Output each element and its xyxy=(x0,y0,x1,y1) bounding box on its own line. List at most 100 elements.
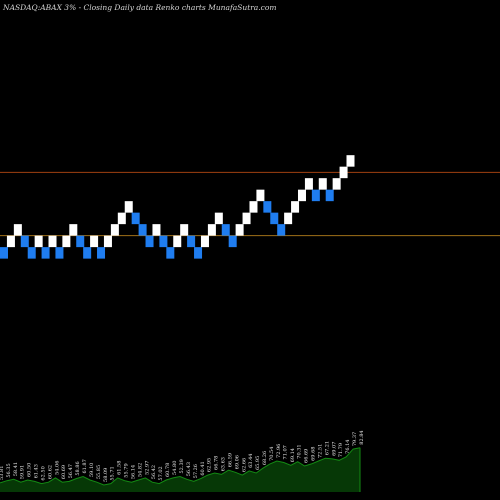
volume-price-label: 61.58 xyxy=(117,461,123,475)
volume-price-label: 58.86 xyxy=(75,461,81,475)
volume-price-label: 57.02 xyxy=(158,466,164,480)
volume-price-label: 63.44 xyxy=(248,454,254,468)
up-brick xyxy=(34,235,43,248)
volume-price-label: 58.09 xyxy=(103,468,109,482)
down-brick xyxy=(27,247,36,259)
volume-price-label: 56.35 xyxy=(6,463,12,477)
ticker-label: NASDAQ:ABAX xyxy=(3,3,62,12)
volume-price-label: 66.69 xyxy=(304,449,310,463)
up-brick xyxy=(117,212,126,225)
volume-price-label: 56.43 xyxy=(186,462,192,476)
up-brick xyxy=(6,235,15,248)
down-brick xyxy=(187,235,196,248)
volume-price-label: 79.37 xyxy=(352,432,358,446)
up-brick xyxy=(214,212,223,225)
up-brick xyxy=(180,224,189,236)
up-brick xyxy=(242,212,251,225)
volume-price-label: 65.95 xyxy=(255,456,261,470)
up-brick xyxy=(173,235,182,248)
volume-price-label: 57.26 xyxy=(193,464,199,478)
up-brick xyxy=(332,178,341,190)
volume-price-label: 69.07 xyxy=(331,442,337,456)
volume-price-label: 54.06 xyxy=(54,461,60,475)
up-brick xyxy=(207,224,216,236)
volume-price-label: 62.50 xyxy=(40,466,46,480)
volume-price-label: 60.78 xyxy=(165,463,171,477)
volume-price-label: 55.71 xyxy=(110,466,116,480)
volume-price-label: 58.41 xyxy=(13,462,19,476)
volume-price-label: 72.51 xyxy=(318,444,324,458)
down-brick xyxy=(221,224,230,236)
volume-line xyxy=(0,447,361,486)
down-brick xyxy=(277,224,286,236)
up-brick xyxy=(124,201,133,213)
volume-price-label: 61.43 xyxy=(34,464,40,478)
volume-price-label: 60.41 xyxy=(200,461,206,475)
volume-price-label: 62.66 xyxy=(241,458,247,472)
down-brick xyxy=(145,235,154,248)
up-brick xyxy=(90,235,99,248)
volume-price-label: 53.81 xyxy=(0,466,5,480)
volume-price-label: 59.91 xyxy=(20,465,26,479)
volume-price-label: 76.14 xyxy=(345,440,351,454)
volume-price-label: 69.14 xyxy=(290,448,296,462)
volume-price-label: 54.82 xyxy=(138,463,144,477)
down-brick xyxy=(194,247,203,259)
down-brick xyxy=(131,212,140,225)
up-brick xyxy=(69,224,78,236)
volume-price-label: 60.69 xyxy=(61,465,67,479)
volume-price-label: 55.85 xyxy=(96,465,102,479)
volume-price-label: 52.39 xyxy=(179,459,185,473)
up-brick xyxy=(152,224,161,236)
down-brick xyxy=(138,224,147,236)
down-brick xyxy=(83,247,92,259)
volume-price-label: 69.68 xyxy=(310,447,316,461)
down-brick xyxy=(0,247,8,259)
volume-price-label: 70.54 xyxy=(269,447,275,461)
volume-price-label: 56.47 xyxy=(68,464,74,478)
description-label: Closing Daily data Renko charts MunafaSu… xyxy=(83,3,277,12)
volume-price-label: 55.79 xyxy=(124,463,130,477)
volume-price-label: 62.95 xyxy=(207,458,213,472)
volume-price-label: 67.21 xyxy=(324,441,330,455)
volume-price-label: 56.14 xyxy=(130,465,136,479)
volume-area xyxy=(0,447,361,492)
change-label: 3% - xyxy=(64,3,82,12)
up-brick xyxy=(249,201,258,213)
volume-price-label: 66.78 xyxy=(214,456,220,470)
volume-price-label: 63.63 xyxy=(221,457,227,471)
up-brick xyxy=(200,235,209,248)
volume-labels: 53.81 56.35 58.41 59.91 60.50 61.43 62.50 60.62… xyxy=(0,430,365,482)
volume-price-label: 54.80 xyxy=(172,461,178,475)
up-brick xyxy=(291,201,300,213)
volume-price-label: 69.06 xyxy=(234,455,240,469)
volume-price-label: 71.07 xyxy=(283,445,289,459)
down-brick xyxy=(55,247,64,259)
down-brick xyxy=(311,189,320,202)
down-brick xyxy=(41,247,50,259)
volume-area-fill xyxy=(0,447,360,492)
volume-price-label: 72.96 xyxy=(276,444,282,458)
down-brick xyxy=(228,235,237,248)
up-brick xyxy=(13,224,22,236)
up-brick xyxy=(297,189,306,202)
volume-price-label: 56.42 xyxy=(151,465,157,479)
volume-price-label: 82.84 xyxy=(359,430,365,444)
up-brick xyxy=(48,235,57,248)
down-brick xyxy=(97,247,106,259)
down-brick xyxy=(159,235,168,248)
down-brick xyxy=(166,247,175,259)
volume-price-label: 71.79 xyxy=(338,443,344,457)
up-brick xyxy=(62,235,71,248)
up-brick xyxy=(346,155,355,167)
volume-price-label: 70.31 xyxy=(297,444,303,458)
up-brick xyxy=(103,235,112,248)
down-brick xyxy=(20,235,29,248)
down-brick xyxy=(76,235,85,248)
down-brick xyxy=(263,201,272,213)
up-brick xyxy=(110,224,119,236)
volume-price-label: 60.50 xyxy=(27,463,33,477)
up-brick xyxy=(235,224,244,236)
up-brick xyxy=(284,212,293,225)
